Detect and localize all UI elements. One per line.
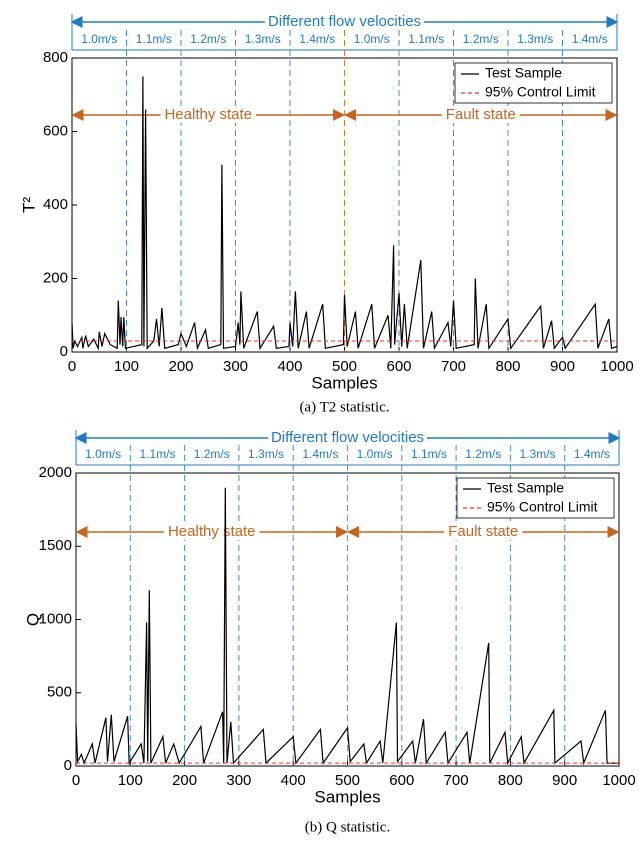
- x-tick-label: 1000: [600, 358, 633, 375]
- x-tick-label: 100: [114, 358, 139, 375]
- y-tick-label: 1000: [39, 610, 72, 627]
- segment-label: 1.2m/s: [190, 32, 226, 46]
- label-bg: [264, 12, 425, 30]
- x-tick-label: 0: [72, 772, 80, 789]
- caption: (b) Q statistic.: [305, 819, 390, 835]
- x-tick-label: 400: [277, 358, 302, 375]
- legend-label: Test Sample: [487, 480, 564, 496]
- caption: (a) T2 statistic.: [299, 399, 389, 415]
- x-tick-label: 200: [172, 772, 197, 789]
- segment-label: 1.0m/s: [85, 447, 121, 461]
- y-tick-label: 600: [43, 122, 68, 139]
- x-tick-label: 0: [68, 358, 76, 375]
- x-tick-label: 600: [389, 772, 414, 789]
- x-tick-label: 700: [444, 772, 469, 789]
- segment-label: 1.2m/s: [194, 447, 230, 461]
- y-tick-label: 0: [64, 757, 72, 774]
- state-label: Fault state: [448, 523, 518, 540]
- x-tick-label: 1000: [602, 772, 635, 789]
- segment-label: 1.4m/s: [574, 447, 610, 461]
- x-tick-label: 500: [335, 772, 360, 789]
- x-tick-label: 800: [498, 772, 523, 789]
- y-tick-label: 800: [43, 49, 68, 66]
- x-axis-label: Samples: [314, 787, 380, 806]
- segment-label: 1.3m/s: [517, 32, 553, 46]
- y-tick-label: 500: [47, 684, 72, 701]
- legend-box: [454, 62, 613, 104]
- x-tick-label: 200: [168, 358, 193, 375]
- x-tick-label: 100: [118, 772, 143, 789]
- segment-label: 1.1m/s: [139, 447, 175, 461]
- segment-label: 1.0m/s: [357, 447, 393, 461]
- series-line: [75, 487, 619, 766]
- x-tick-label: 500: [332, 358, 357, 375]
- segment-label: 1.3m/s: [245, 32, 281, 46]
- x-tick-label: 900: [552, 772, 577, 789]
- x-tick-label: 400: [281, 772, 306, 789]
- y-tick-label: 200: [43, 269, 68, 286]
- header-label: Different flow velocities: [268, 13, 421, 30]
- segment-label: 1.4m/s: [299, 32, 335, 46]
- segment-label: 1.2m/s: [463, 32, 499, 46]
- legend-label: Test Sample: [485, 65, 562, 81]
- header-label: Different flow velocities: [271, 429, 424, 446]
- label-bg: [441, 105, 520, 123]
- y-tick-label: 0: [60, 343, 68, 360]
- label-bg: [163, 522, 260, 540]
- x-axis-label: Samples: [311, 373, 377, 392]
- segment-label: 1.1m/s: [411, 447, 447, 461]
- state-label: Healthy state: [168, 523, 256, 540]
- segment-label: 1.3m/s: [520, 447, 556, 461]
- segment-label: 1.1m/s: [136, 32, 172, 46]
- x-tick-label: 900: [550, 358, 575, 375]
- segment-label: 1.4m/s: [572, 32, 608, 46]
- state-label: Fault state: [446, 106, 516, 123]
- y-tick-label: 2000: [39, 464, 72, 481]
- label-bg: [267, 428, 428, 446]
- state-label: Healthy state: [164, 106, 252, 123]
- x-tick-label: 800: [495, 358, 520, 375]
- segment-label: 1.1m/s: [408, 32, 444, 46]
- legend-label: 95% Control Limit: [485, 84, 596, 100]
- y-tick-label: 400: [43, 196, 68, 213]
- legend-label: 95% Control Limit: [487, 499, 598, 515]
- x-tick-label: 300: [223, 358, 248, 375]
- series-line: [71, 76, 618, 351]
- legend-box: [456, 477, 615, 519]
- y-tick-label: 1500: [39, 537, 72, 554]
- x-tick-label: 700: [441, 358, 466, 375]
- x-tick-label: 300: [226, 772, 251, 789]
- segment-label: 1.4m/s: [302, 447, 338, 461]
- label-bg: [444, 522, 523, 540]
- segment-label: 1.0m/s: [354, 32, 390, 46]
- segment-label: 1.3m/s: [248, 447, 284, 461]
- y-axis-label: Q: [23, 613, 42, 626]
- x-tick-label: 600: [386, 358, 411, 375]
- label-bg: [160, 105, 257, 123]
- y-axis-label: T²: [19, 197, 38, 213]
- segment-label: 1.2m/s: [465, 447, 501, 461]
- segment-label: 1.0m/s: [81, 32, 117, 46]
